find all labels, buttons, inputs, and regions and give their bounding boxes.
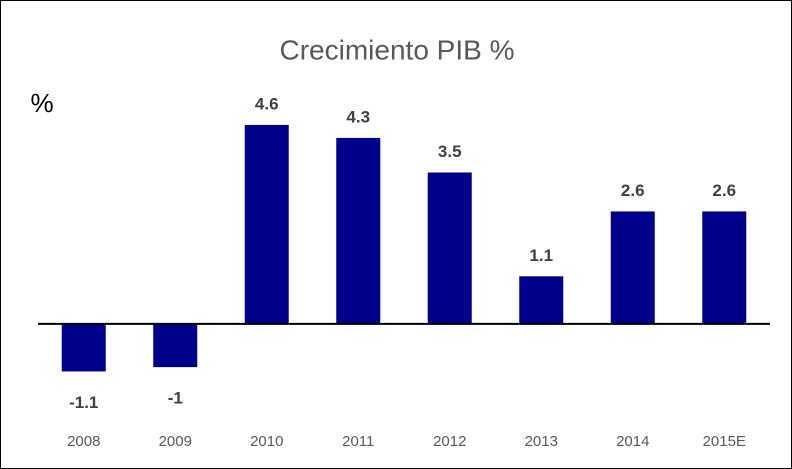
bar <box>427 172 472 324</box>
data-label: 3.5 <box>438 142 462 161</box>
chart-title: Crecimiento PIB % <box>280 34 515 65</box>
data-label: -1 <box>168 389 183 408</box>
x-tick-label: 2008 <box>67 433 100 450</box>
data-label: 2.6 <box>621 181 645 200</box>
x-tick-label: 2013 <box>525 433 558 450</box>
y-axis-label: % <box>30 88 53 118</box>
data-label: 4.3 <box>346 107 370 126</box>
x-tick-label: 2010 <box>250 433 283 450</box>
data-label: -1.1 <box>69 393 98 412</box>
bar <box>153 323 198 368</box>
bar <box>610 211 655 324</box>
data-label: 1.1 <box>529 246 553 265</box>
data-label: 2.6 <box>712 181 736 200</box>
x-tick-label: 2014 <box>616 433 649 450</box>
bar <box>336 137 381 324</box>
x-tick-label: 2009 <box>159 433 192 450</box>
data-label: 4.6 <box>255 94 279 113</box>
bar <box>519 276 564 324</box>
x-tick-label: 2011 <box>342 433 374 450</box>
bar <box>244 124 289 324</box>
bar <box>61 323 106 372</box>
bar <box>702 211 747 324</box>
x-tick-label: 2012 <box>433 433 466 450</box>
x-tick-label: 2015E <box>703 433 746 450</box>
